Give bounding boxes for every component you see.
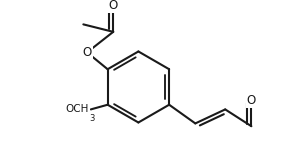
Text: 3: 3 [89, 114, 95, 123]
Text: O: O [247, 94, 256, 106]
Text: O: O [109, 0, 118, 12]
Text: OCH: OCH [66, 104, 89, 114]
Text: O: O [82, 46, 92, 59]
